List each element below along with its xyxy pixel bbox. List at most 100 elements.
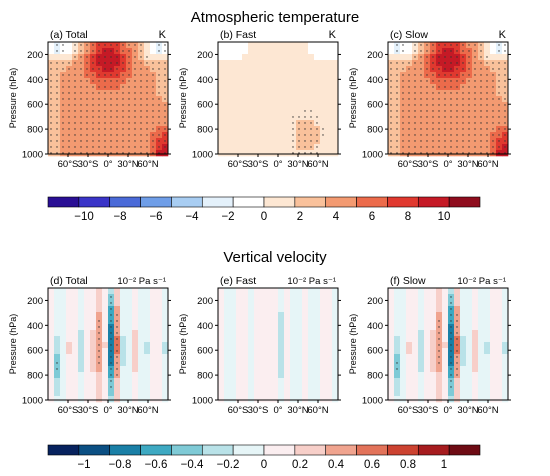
colorbar-label: −4 (185, 211, 199, 223)
field-cell (132, 324, 139, 331)
field-cell (272, 300, 279, 307)
field-cell (496, 390, 503, 397)
field-cell (260, 126, 267, 133)
stipple-dot (110, 326, 112, 328)
field-cell (314, 390, 321, 397)
panel-5-field (218, 288, 339, 403)
field-cell (114, 390, 121, 397)
stipple-dot (128, 62, 130, 64)
stipple-dot (322, 128, 324, 130)
stipple-dot (116, 122, 118, 124)
field-cell (150, 366, 157, 373)
stipple-dot (480, 74, 482, 76)
field-cell (296, 66, 303, 73)
field-cell (236, 366, 243, 373)
field-cell (266, 324, 273, 331)
field-cell (224, 372, 231, 379)
stipple-dot (304, 122, 306, 124)
field-cell (278, 96, 285, 103)
field-cell (490, 372, 497, 379)
field-cell (278, 66, 285, 73)
field-cell (54, 300, 61, 307)
field-cell (90, 366, 97, 373)
stipple-dot (432, 104, 434, 106)
stipple-dot (402, 86, 404, 88)
colorbar-swatch (417, 196, 450, 208)
field-cell (242, 330, 249, 337)
field-cell (224, 354, 231, 361)
stipple-dot (74, 128, 76, 130)
field-cell (162, 336, 169, 343)
field-cell (332, 390, 339, 397)
field-cell (224, 348, 231, 355)
stipple-dot (432, 50, 434, 52)
field-cell (502, 366, 509, 373)
field-cell (150, 330, 157, 337)
stipple-dot (74, 98, 76, 100)
colorbar-label: −0.4 (181, 459, 204, 471)
field-cell (162, 378, 169, 385)
field-cell (156, 330, 163, 337)
stipple-dot (304, 110, 306, 112)
stipple-dot (116, 128, 118, 130)
stipple-dot (128, 110, 130, 112)
field-cell (296, 288, 303, 295)
field-cell (126, 366, 133, 373)
x-tick-label: 0° (443, 159, 452, 170)
stipple-dot (304, 140, 306, 142)
field-cell (496, 378, 503, 385)
stipple-dot (450, 146, 452, 148)
field-cell (326, 288, 333, 295)
field-cell (320, 384, 327, 391)
stipple-dot (402, 92, 404, 94)
stipple-dot (468, 44, 470, 46)
field-cell (326, 366, 333, 373)
field-cell (102, 384, 109, 391)
field-cell (218, 114, 225, 121)
colorbar-label: 0.6 (364, 459, 380, 471)
field-cell (236, 78, 243, 85)
stipple-dot (408, 62, 410, 64)
stipple-dot (450, 68, 452, 70)
stipple-dot (438, 128, 440, 130)
field-cell (278, 42, 285, 49)
stipple-dot (122, 62, 124, 64)
field-cell (472, 288, 479, 295)
field-cell (430, 330, 437, 337)
field-cell (242, 138, 249, 145)
field-cell (272, 294, 279, 301)
field-cell (290, 348, 297, 355)
field-cell (320, 360, 327, 367)
stipple-dot (426, 68, 428, 70)
stipple-dot (438, 122, 440, 124)
field-cell (424, 318, 431, 325)
stipple-dot (104, 50, 106, 52)
stipple-dot (444, 68, 446, 70)
field-cell (284, 48, 291, 55)
stipple-dot (110, 344, 112, 346)
stipple-dot (128, 146, 130, 148)
field-cell (266, 138, 273, 145)
stipple-dot (396, 62, 398, 64)
stipple-dot (128, 116, 130, 118)
field-cell (102, 330, 109, 337)
stipple-dot (420, 50, 422, 52)
stipple-dot (80, 122, 82, 124)
field-cell (314, 294, 321, 301)
field-cell (260, 312, 267, 319)
stipple-dot (444, 110, 446, 112)
field-cell (502, 324, 509, 331)
stipple-dot (92, 128, 94, 130)
field-cell (484, 372, 491, 379)
field-cell (48, 312, 55, 319)
stipple-dot (110, 152, 112, 154)
field-cell (418, 360, 425, 367)
stipple-dot (408, 128, 410, 130)
stipple-dot (140, 98, 142, 100)
field-cell (326, 126, 333, 133)
field-cell (272, 150, 279, 157)
stipple-dot (50, 104, 52, 106)
stipple-dot (462, 128, 464, 130)
field-cell (460, 372, 467, 379)
field-cell (326, 348, 333, 355)
